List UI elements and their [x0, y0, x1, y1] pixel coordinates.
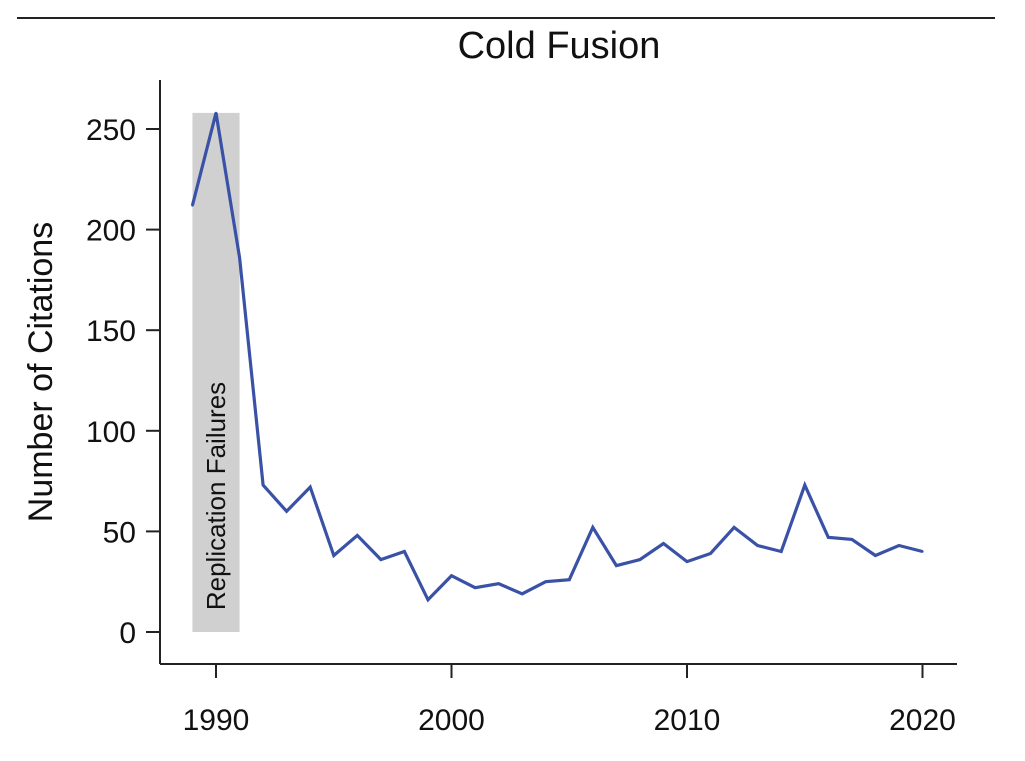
citations-point: [780, 550, 783, 553]
citations-point: [214, 111, 218, 115]
y-tick-label: 200: [86, 215, 136, 248]
y-tick-label: 0: [119, 617, 136, 650]
x-tick-label: 2000: [418, 704, 485, 737]
citations-point: [426, 598, 430, 602]
replication-failures-label: Replication Failures: [201, 382, 231, 610]
citations-point: [544, 580, 547, 583]
citations-point: [497, 582, 500, 585]
citations-point: [285, 510, 288, 513]
line-layer: [190, 111, 924, 603]
citations-point: [356, 534, 359, 537]
y-tick-label: 100: [86, 416, 136, 449]
axis-layer: 0 50 100 150 200 250 1990 2000 2010 2020: [86, 80, 957, 737]
citations-point: [921, 550, 924, 553]
citations-point: [638, 558, 642, 561]
citations-point: [732, 526, 736, 529]
citations-point: [897, 544, 901, 547]
citations-point: [756, 544, 759, 547]
citations-point: [191, 204, 194, 207]
citations-point: [709, 552, 712, 555]
x-tick-label: 2020: [889, 704, 956, 737]
citations-point: [662, 542, 665, 545]
citations-point: [591, 526, 594, 529]
citations-point: [685, 560, 689, 563]
y-axis-label: Number of Citations: [22, 222, 60, 522]
y-tick-label: 50: [103, 516, 136, 549]
x-tick-label: 2010: [654, 704, 721, 737]
citations-point: [332, 554, 335, 557]
citations-point: [615, 564, 618, 567]
citations-point: [827, 536, 830, 539]
y-tick-label: 250: [86, 114, 136, 147]
citations-point: [473, 586, 477, 589]
citations-point: [568, 578, 571, 581]
citations-point: [261, 483, 265, 487]
citations-point: [803, 483, 806, 487]
citations-point: [874, 554, 877, 557]
x-tick-label: 1990: [183, 704, 250, 737]
y-tick-label: 150: [86, 315, 136, 348]
band-layer: Replication Failures: [192, 112, 240, 633]
citations-point: [238, 256, 241, 259]
citations-point: [850, 538, 854, 541]
citations-point: [520, 592, 524, 595]
citations-point: [403, 550, 406, 553]
citations-point: [309, 485, 312, 489]
chart-title: Cold Fusion: [458, 25, 661, 67]
citations-point: [379, 558, 383, 561]
citations-point: [450, 574, 453, 577]
citations-line: [190, 112, 923, 603]
